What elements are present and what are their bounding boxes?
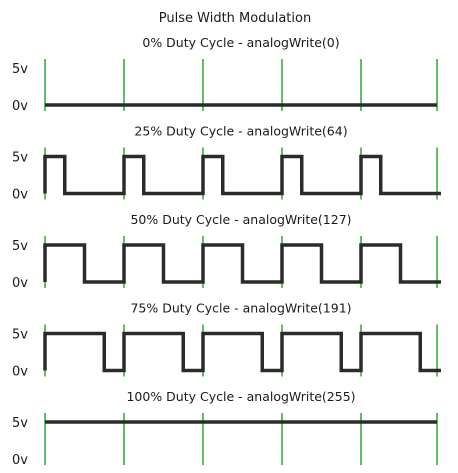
high-level-label: 5v [12,62,28,77]
pwm-panel-2: 50% Duty Cycle - analogWrite(127) 5v 0v [12,212,441,291]
panel-title: 100% Duty Cycle - analogWrite(255) [126,389,355,404]
panel-title: 50% Duty Cycle - analogWrite(127) [130,212,351,227]
panel-title: 25% Duty Cycle - analogWrite(64) [134,124,347,139]
pwm-waveform [45,245,441,282]
low-level-label: 0v [12,365,28,380]
panel-title: 0% Duty Cycle - analogWrite(0) [142,35,339,50]
pwm-waveform [45,157,441,194]
pwm-panel-4: 100% Duty Cycle - analogWrite(255) 5v 0v [12,389,437,468]
low-level-label: 0v [12,188,28,203]
pwm-panel-3: 75% Duty Cycle - analogWrite(191) 5v 0v [12,301,441,380]
figure-title: Pulse Width Modulation [159,11,311,26]
pwm-panel-1: 25% Duty Cycle - analogWrite(64) 5v 0v [12,124,441,203]
high-level-label: 5v [12,328,28,343]
high-level-label: 5v [12,151,28,166]
pwm-panel-0: 0% Duty Cycle - analogWrite(0) 5v 0v [12,35,437,114]
high-level-label: 5v [12,416,28,431]
panel-title: 75% Duty Cycle - analogWrite(191) [130,301,351,316]
pwm-waveform [45,334,441,371]
low-level-label: 0v [12,276,28,291]
high-level-label: 5v [12,239,28,254]
low-level-label: 0v [12,453,28,468]
low-level-label: 0v [12,99,28,114]
